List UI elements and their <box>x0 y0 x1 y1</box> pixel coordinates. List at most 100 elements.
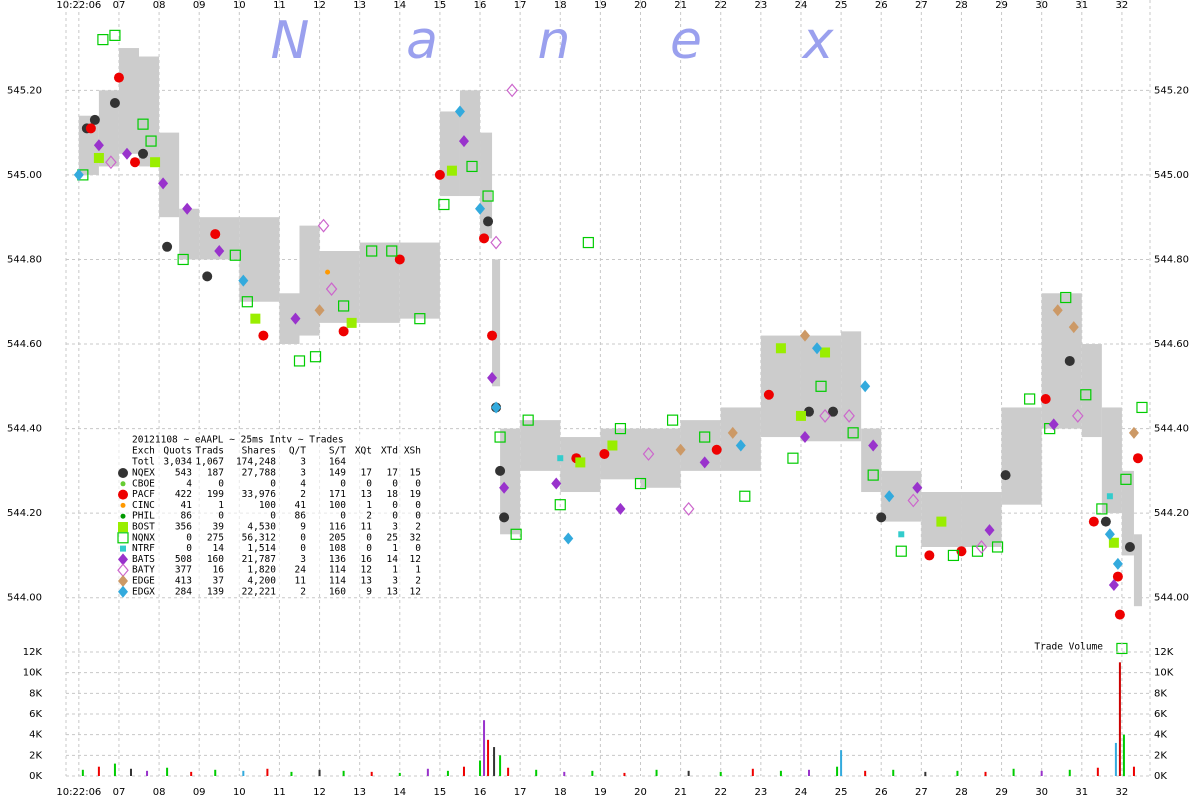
legend-stat: 1 <box>415 565 421 576</box>
trade-marker <box>682 501 695 516</box>
volume-bar <box>342 770 345 776</box>
trade-marker <box>1072 408 1084 423</box>
trade-marker <box>214 245 225 258</box>
spread-band <box>1121 470 1134 556</box>
legend-stat: 24 <box>295 565 307 576</box>
volume-bar <box>836 766 839 776</box>
legend-stat: 0 <box>415 543 421 554</box>
legend-stat: 1 <box>392 565 398 576</box>
legend-stat: 0 <box>415 500 421 511</box>
trade-marker <box>487 330 498 341</box>
volume-bar <box>924 771 927 776</box>
trade-marker <box>735 439 746 452</box>
volume-bar <box>655 769 658 776</box>
legend-name: EDGX <box>132 586 155 597</box>
trade-marker <box>924 550 935 561</box>
legend-stat: 14 <box>387 554 399 565</box>
legend-stat: 0 <box>270 478 276 489</box>
legend-stat: 0 <box>186 532 192 543</box>
trade-marker <box>93 139 104 152</box>
legend-stat: 205 <box>329 532 346 543</box>
trade-marker <box>615 502 626 515</box>
trade-marker <box>150 157 161 168</box>
trade-marker <box>1128 426 1139 439</box>
x-tick-label: 23 <box>754 0 767 11</box>
x-tick-label: 09 <box>193 0 206 11</box>
legend-stat: 33,976 <box>242 489 277 500</box>
trade-marker <box>1000 470 1011 481</box>
trade-marker <box>847 427 859 439</box>
volume-bar <box>499 755 502 776</box>
trade-marker <box>1052 304 1063 317</box>
legend-stat: 86 <box>295 511 307 522</box>
legend-marker <box>117 532 129 544</box>
trade-marker <box>947 549 960 562</box>
legend-stat: 0 <box>392 511 398 522</box>
trade-marker <box>238 274 249 287</box>
trade-marker <box>293 355 306 367</box>
legend-stat: 108 <box>329 543 346 554</box>
trade-marker <box>868 439 879 452</box>
x-tick-label: 19 <box>594 0 607 11</box>
trade-marker <box>1114 609 1125 620</box>
spread-band <box>1041 293 1082 429</box>
trade-marker <box>495 465 506 476</box>
trade-marker <box>936 516 947 527</box>
x-tick-label: 29 <box>995 787 1008 798</box>
legend-stat: 13 <box>387 586 398 597</box>
legend-stat: 16 <box>361 554 373 565</box>
trade-marker <box>803 406 814 417</box>
legend-bg <box>112 434 428 592</box>
trade-marker <box>250 313 261 324</box>
spread-band <box>1001 407 1042 505</box>
y-tick-label: 544.00 <box>7 593 42 604</box>
volume-bar <box>426 768 429 776</box>
volume-bar <box>751 768 754 776</box>
legend-stat: 16 <box>213 565 225 576</box>
x-tick-label: 25 <box>835 0 848 11</box>
legend-stat: 41 <box>295 500 307 511</box>
trade-marker <box>105 155 117 170</box>
volume-bar <box>563 771 566 776</box>
legend-stat: 0 <box>366 543 372 554</box>
legend-stat: 0 <box>366 532 372 543</box>
x-tick-label: 07 <box>113 787 126 798</box>
trade-marker <box>182 202 193 215</box>
trade-marker <box>876 512 887 523</box>
legend-stat: 0 <box>392 478 398 489</box>
y-tick-label: 6K <box>29 709 42 720</box>
trade-marker <box>438 198 450 211</box>
legend-column: Shares <box>242 446 276 457</box>
legend-stat: 22,221 <box>242 586 277 597</box>
trade-marker <box>109 29 121 41</box>
legend-stat: 3 <box>300 554 306 565</box>
legend-stat: 422 <box>175 489 192 500</box>
legend-column: Exch <box>132 446 155 457</box>
legend-marker <box>118 522 128 532</box>
trade-marker <box>145 135 157 147</box>
trade-marker <box>860 380 871 393</box>
x-tick-label: 19 <box>594 787 607 798</box>
trade-marker <box>210 229 221 240</box>
trade-marker <box>1064 355 1075 366</box>
legend-name: BOST <box>132 522 155 533</box>
legend-stat: 0 <box>415 478 421 489</box>
x-tick-label: 16 <box>474 0 487 11</box>
legend-stat: 14 <box>213 543 225 554</box>
trade-marker <box>554 499 566 511</box>
legend-stat: 116 <box>329 522 346 533</box>
y-tick-label-right: 545.20 <box>1154 85 1189 96</box>
x-tick-label: 32 <box>1116 0 1129 11</box>
spread-band <box>299 225 320 336</box>
x-tick-label: 18 <box>554 0 567 11</box>
legend-marker <box>118 585 128 598</box>
legend-name: CINC <box>132 500 155 511</box>
trade-marker <box>483 216 494 227</box>
x-tick-label: 21 <box>674 787 687 798</box>
x-tick-label: 10 <box>233 787 246 798</box>
x-tick-label: 13 <box>353 0 366 11</box>
trade-marker <box>97 33 109 46</box>
spread-band <box>439 111 460 197</box>
spread-band <box>720 407 761 471</box>
legend-stat: 100 <box>259 500 276 511</box>
